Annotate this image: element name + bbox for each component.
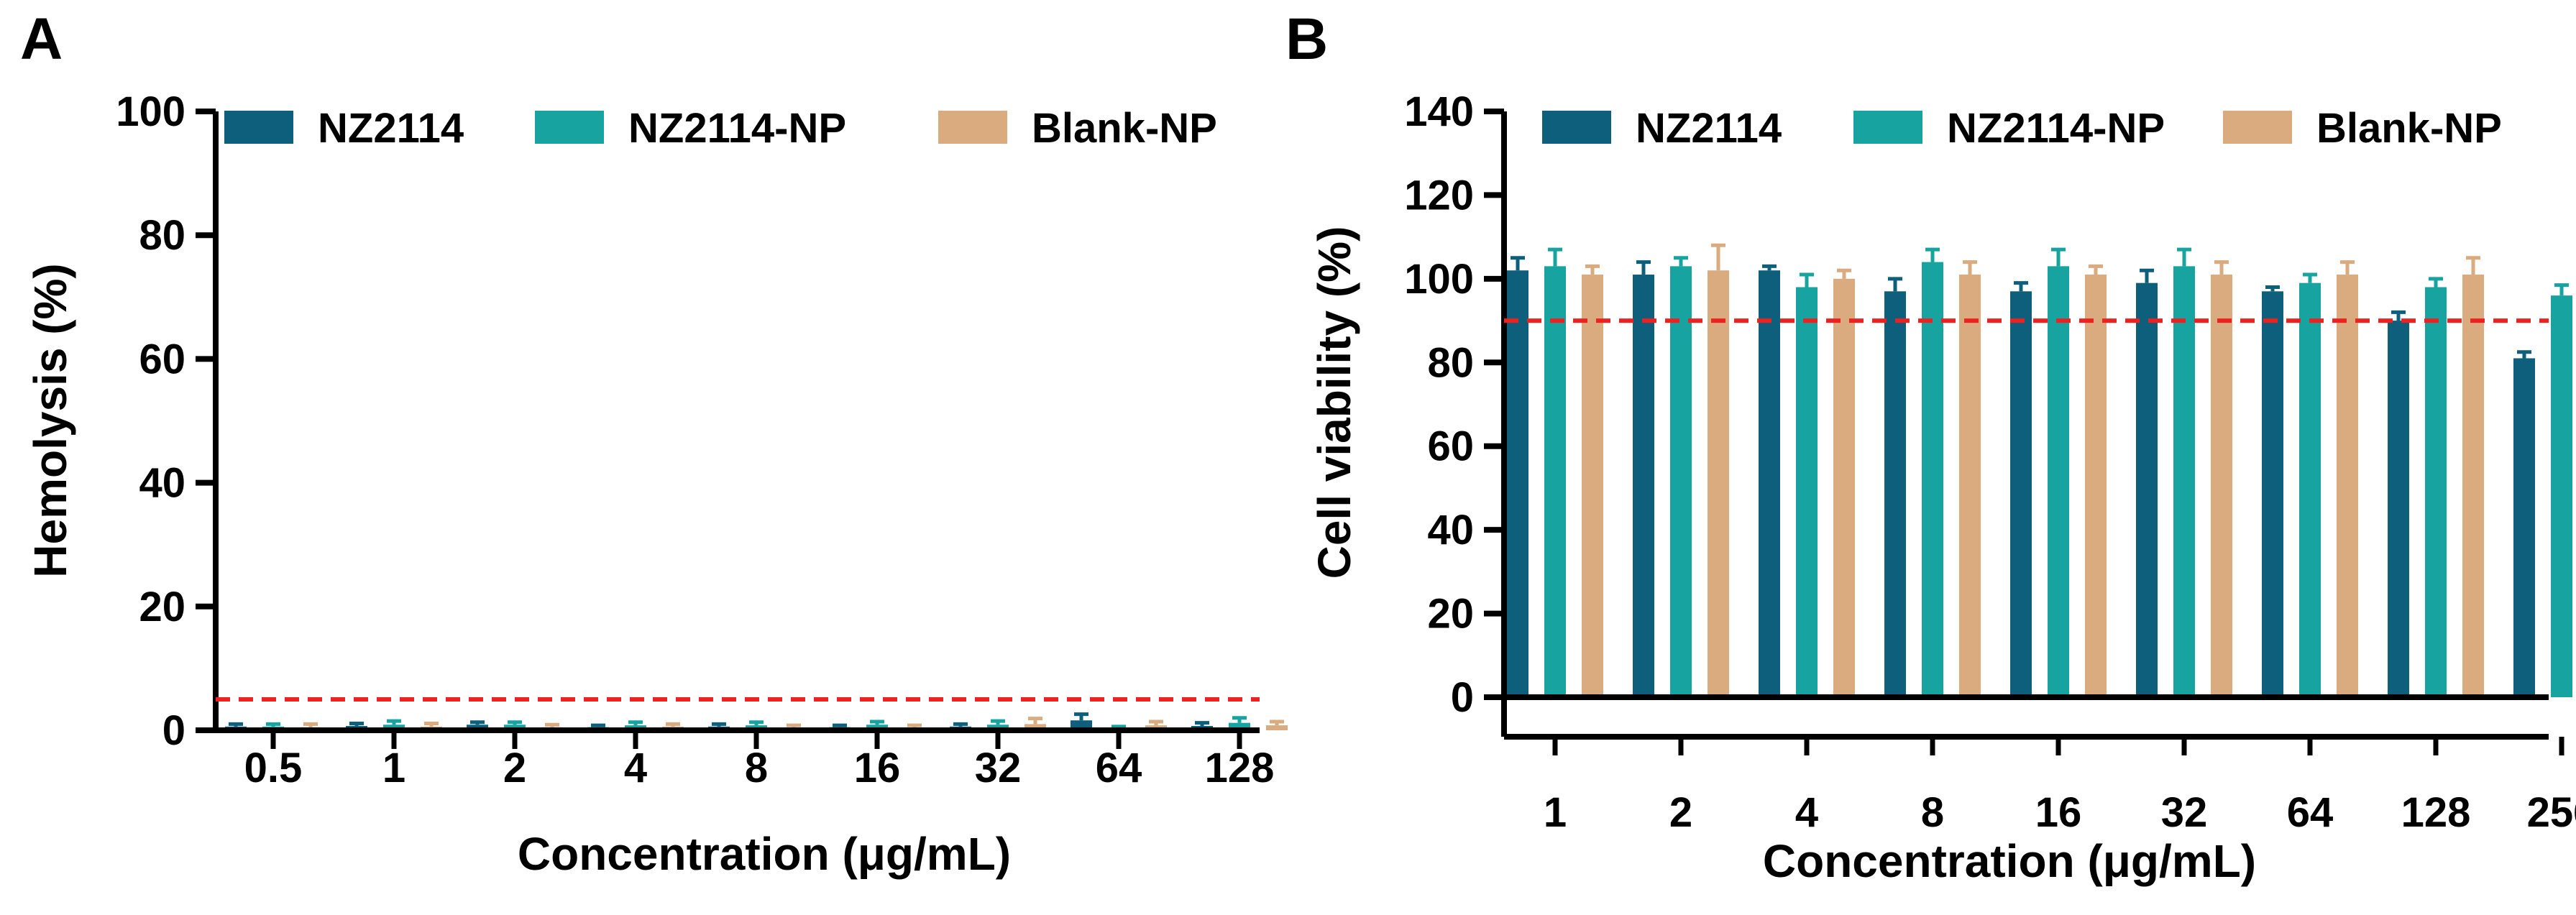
bar-b-nz2114-np <box>2551 295 2572 698</box>
legend-label: NZ2114 <box>1636 105 1782 152</box>
y-axis-title: Cell viability (%) <box>1308 226 1360 579</box>
bar-b-nz2114-np <box>2048 266 2069 698</box>
x-tick-label: 8 <box>1921 789 1944 836</box>
x-tick-label: 64 <box>2287 789 2334 836</box>
legend-label: Blank-NP <box>1032 105 1217 152</box>
legend-swatch <box>2223 111 2292 144</box>
bar-b-blank-np <box>2462 275 2484 697</box>
x-tick-label: 4 <box>624 745 647 791</box>
cell-viability-chart: 0 20 40 60 80 100 120 140 1 2 4 8 16 32 64 128 256 Concen… <box>1308 88 2576 887</box>
x-tick-label: 32 <box>975 745 1022 791</box>
legend-label: NZ2114-NP <box>1947 105 2165 152</box>
bar-b-blank-np <box>2211 275 2232 697</box>
x-tick-label: 256 <box>2527 789 2576 836</box>
x-tick-label: 8 <box>745 745 768 791</box>
bar-b-nz2114 <box>1759 270 1780 697</box>
y-tick-label: 40 <box>1427 507 1474 553</box>
legend-swatch <box>1542 111 1611 144</box>
bar-b-nz2114 <box>1884 291 1906 698</box>
y-tick-label: 20 <box>1427 591 1474 638</box>
legend-label: NZ2114 <box>318 105 464 152</box>
x-tick-label: 64 <box>1096 745 1142 791</box>
bar-b-nz2114-np <box>2299 282 2321 697</box>
x-tick-label: 4 <box>1795 789 1818 836</box>
x-axis-title: Concentration (μg/mL) <box>518 828 1011 880</box>
bar-b-nz2114-np <box>2173 266 2195 698</box>
y-tick-label: 80 <box>1427 339 1474 386</box>
legend-swatch <box>1853 111 1922 144</box>
panel-a-letter: A <box>20 6 63 72</box>
y-tick-label: 140 <box>1404 88 1474 135</box>
x-tick-label: 16 <box>854 745 901 791</box>
bar-b-nz2114-np <box>1922 262 1943 698</box>
legend-swatch <box>224 111 293 144</box>
x-tick-label: 32 <box>2161 789 2208 836</box>
bar-b-blank-np <box>1708 270 1729 697</box>
x-tick-label: 128 <box>2401 789 2471 836</box>
bar-a-blank-np <box>1266 725 1288 730</box>
bar-b-nz2114 <box>2388 321 2409 698</box>
bar-b-blank-np <box>1582 275 1603 697</box>
y-tick-label: 0 <box>1451 674 1474 721</box>
bar-b-blank-np <box>1959 275 1981 697</box>
bar-b-nz2114 <box>2136 282 2158 697</box>
bar-a-nz2114-np <box>1229 722 1250 730</box>
y-tick-label: 20 <box>139 584 185 630</box>
legend-label: Blank-NP <box>2316 105 2502 152</box>
x-tick-label: 0.5 <box>244 745 303 791</box>
panel-b-letter: B <box>1285 6 1328 72</box>
bar-b-nz2114 <box>1633 275 1654 697</box>
bar-b-nz2114 <box>2010 291 2032 698</box>
y-tick-label: 100 <box>1404 256 1474 303</box>
bar-b-nz2114-np <box>1544 266 1566 698</box>
x-tick-label: 2 <box>503 745 526 791</box>
bar-b-blank-np <box>2337 275 2358 697</box>
bar-b-nz2114-np <box>1670 266 1692 698</box>
bar-b-blank-np <box>1833 278 1855 697</box>
bar-b-nz2114-np <box>2425 287 2447 697</box>
x-axis-title: Concentration (μg/mL) <box>1763 835 2256 887</box>
y-tick-label: 60 <box>1427 423 1474 470</box>
bar-b-nz2114-np <box>1796 287 1818 697</box>
x-tick-label: 1 <box>382 745 405 791</box>
x-tick-label: 2 <box>1669 789 1692 836</box>
bar-b-nz2114 <box>2262 291 2283 698</box>
legend-swatch <box>535 111 604 144</box>
y-tick-label: 60 <box>139 336 185 382</box>
y-tick-label: 40 <box>139 460 185 507</box>
x-tick-label: 1 <box>1544 789 1567 836</box>
y-tick-label: 80 <box>139 212 185 259</box>
x-tick-label: 16 <box>2035 789 2082 836</box>
bar-b-blank-np <box>2085 275 2107 697</box>
bar-a-blank-np <box>1025 724 1046 730</box>
bar-b-nz2114 <box>1507 270 1528 697</box>
x-tick-label: 128 <box>1205 745 1275 791</box>
legend-swatch <box>938 111 1007 144</box>
y-tick-label: 0 <box>162 707 185 754</box>
legend-label: NZ2114-NP <box>628 105 846 152</box>
hemolysis-chart: 0 20 40 60 80 100 0.5 1 2 4 8 16 32 64 128 Concentratio… <box>24 88 1288 880</box>
bar-b-nz2114 <box>2513 358 2535 697</box>
y-axis-title: Hemolysis (%) <box>24 263 76 577</box>
y-tick-label: 100 <box>116 88 185 135</box>
y-tick-label: 120 <box>1404 172 1474 219</box>
